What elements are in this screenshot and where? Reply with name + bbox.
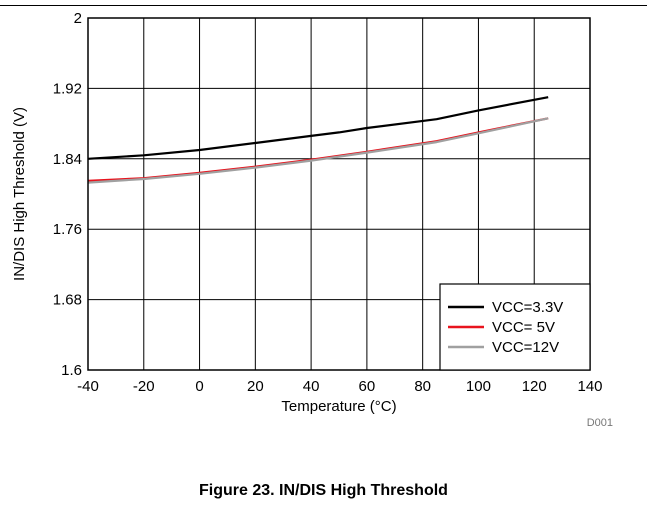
x-tick-labels: -40 -20 0 20 40 60 80 100 120 140 — [77, 378, 602, 395]
figure-id: D001 — [587, 417, 613, 429]
x-tick-label: 140 — [577, 378, 602, 395]
series-line — [87, 117, 549, 182]
x-axis-title: Temperature (°C) — [281, 398, 396, 415]
x-tick-label: 100 — [466, 378, 491, 395]
legend-label: VCC= 5V — [492, 319, 555, 336]
y-tick-label: 1.6 — [61, 362, 82, 379]
legend-label: VCC=12V — [492, 339, 559, 356]
x-tick-label: 0 — [195, 378, 203, 395]
legend-label: VCC=3.3V — [492, 299, 563, 316]
plot-frame — [87, 17, 591, 371]
figure-caption: Figure 23. IN/DIS High Threshold — [199, 482, 448, 499]
x-tick-label: -40 — [77, 378, 99, 395]
y-tick-label: 2 — [74, 10, 82, 27]
x-tick-label: 120 — [522, 378, 547, 395]
y-tick-labels: 1.6 1.68 1.76 1.84 1.92 2 — [53, 10, 82, 379]
series-line — [87, 117, 549, 184]
x-tick-label: 40 — [303, 378, 320, 395]
y-tick-label: 1.76 — [53, 221, 82, 238]
line-chart: -40 -20 0 20 40 60 80 100 120 140 1.6 1.68 1.76 1.84… — [11, 10, 613, 429]
y-tick-label: 1.84 — [53, 151, 82, 168]
x-tick-label: 20 — [247, 378, 264, 395]
y-tick-label: 1.92 — [53, 80, 82, 97]
top-rule — [0, 5, 647, 6]
y-axis-title: IN/DIS High Threshold (V) — [11, 107, 28, 281]
y-tick-label: 1.68 — [53, 292, 82, 309]
legend: VCC=3.3V VCC= 5V VCC=12V — [439, 283, 591, 371]
x-tick-label: 80 — [414, 378, 431, 395]
x-tick-label: -20 — [133, 378, 155, 395]
x-tick-label: 60 — [359, 378, 376, 395]
series-lines — [87, 96, 549, 184]
series-line — [87, 96, 549, 160]
